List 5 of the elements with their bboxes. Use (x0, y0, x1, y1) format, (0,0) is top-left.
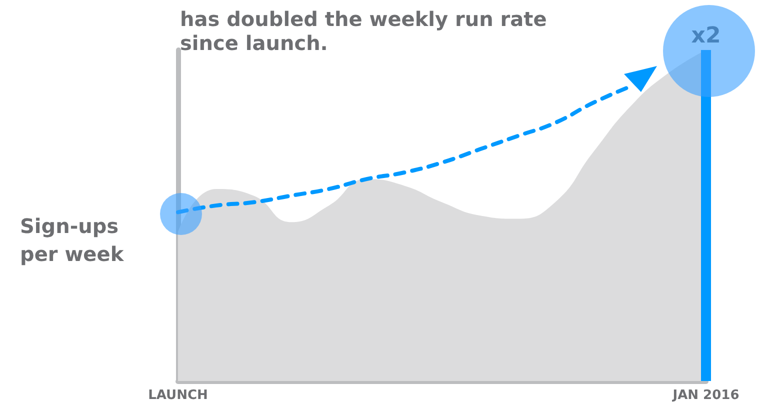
x-tick-label: JAN 2016 (672, 388, 740, 403)
annotation: x2 (691, 24, 721, 48)
y-axis-title: Sign-ups per week (20, 214, 126, 266)
x-tick-label: LAUNCH (148, 388, 208, 403)
chart-title: has doubled the weekly run rate since launch. (180, 7, 554, 55)
